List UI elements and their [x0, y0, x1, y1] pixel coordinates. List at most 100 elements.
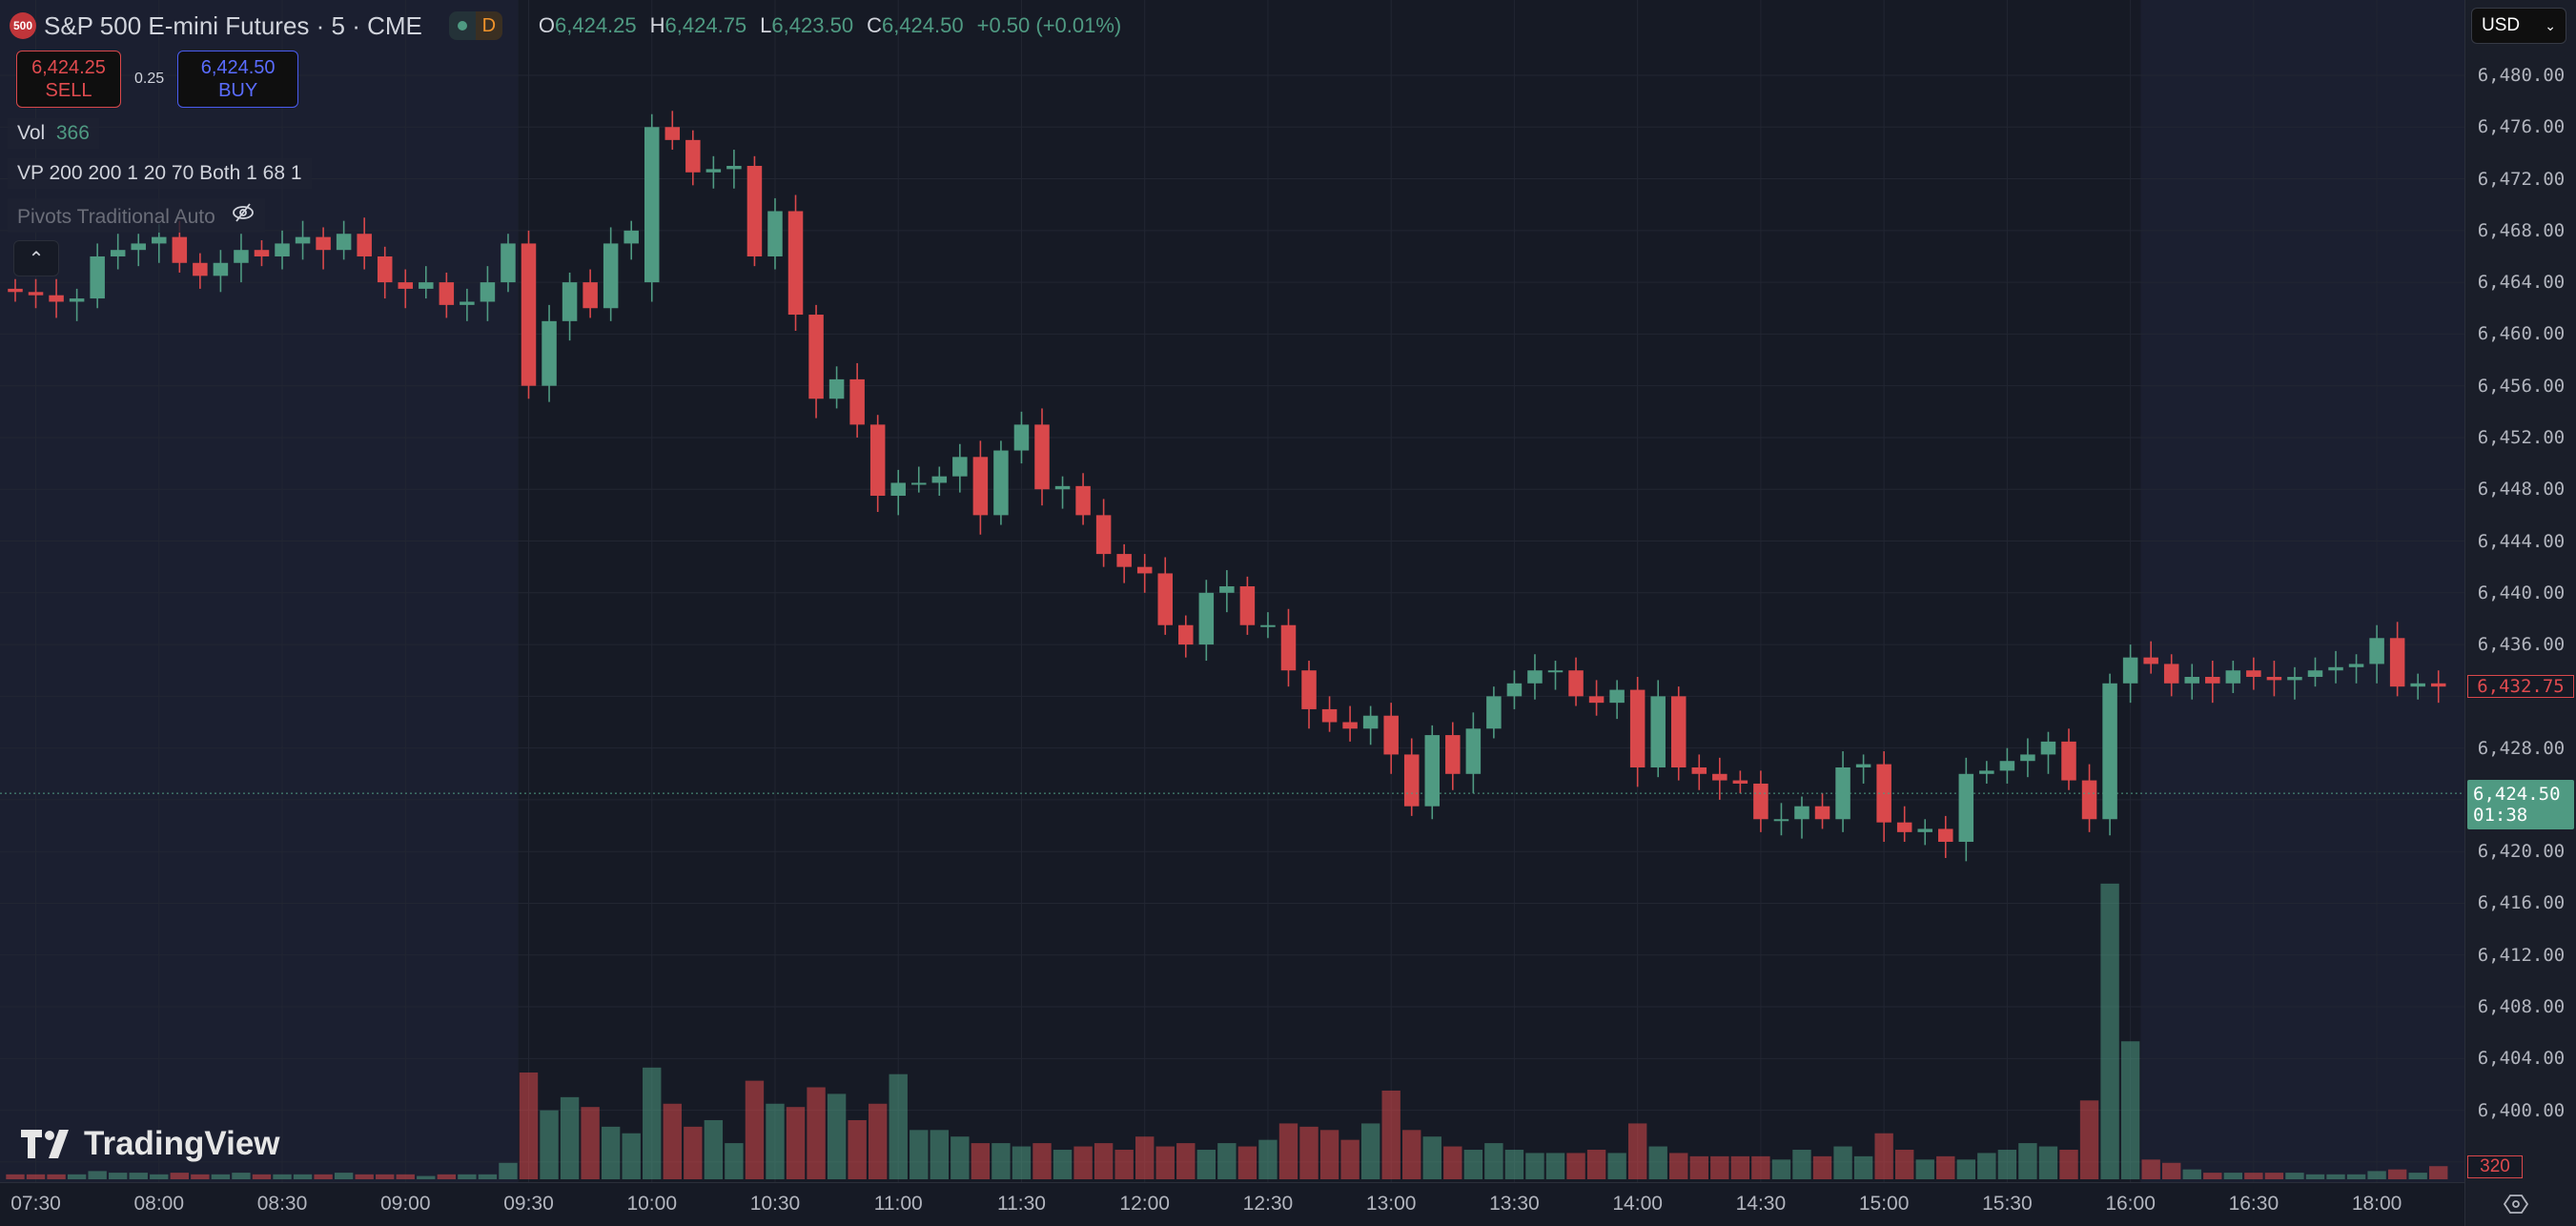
volume-bar [2162, 1162, 2181, 1179]
volume-bar [889, 1073, 908, 1179]
volume-bar [2305, 1174, 2325, 1179]
volume-bar [293, 1174, 313, 1179]
market-status[interactable]: D [448, 11, 502, 40]
volume-bar [396, 1174, 415, 1179]
open-value: 6,424.25 [555, 13, 637, 37]
candle-body [1095, 515, 1112, 555]
high-value: 6,424.75 [664, 13, 747, 37]
price-tick-label: 6,452.00 [2477, 426, 2566, 448]
candle-body [849, 378, 865, 425]
volume-bar [1997, 1149, 2017, 1179]
legend-pivots[interactable]: Pivots Traditional Auto [8, 198, 265, 233]
volume-bar [1012, 1146, 1032, 1179]
candle-body [2266, 677, 2282, 681]
low-value: 6,423.50 [771, 13, 854, 37]
price-tick-label: 6,456.00 [2477, 375, 2566, 397]
candle-body [316, 236, 331, 251]
candle-body [295, 236, 311, 244]
change-value: +0.50 (+0.01%) [976, 13, 1122, 37]
current-price-value: 6,424.50 [2473, 784, 2561, 806]
currency-select[interactable]: USD ⌄ [2471, 8, 2566, 44]
candle-body [1691, 766, 1707, 774]
volume-bar [1792, 1149, 1811, 1179]
time-axis[interactable]: 07:30 08:00 08:30 09:00 09:30 10:00 10:30 11:00… [0, 1182, 2464, 1226]
volume-bar [1607, 1153, 1626, 1179]
volume-bar [2182, 1169, 2201, 1179]
collapse-legend-button[interactable]: ⌃ [13, 240, 59, 276]
volume-bar [1196, 1149, 1216, 1179]
volume-bar [622, 1133, 641, 1179]
legend-volume[interactable]: Vol 366 [8, 118, 99, 149]
time-tick-label: 09:00 [379, 1193, 431, 1215]
price-tick-label: 6,440.00 [2477, 582, 2566, 603]
volume-bar [1669, 1153, 1688, 1179]
candle-body [2143, 657, 2158, 664]
candle-body [1999, 761, 2015, 771]
candle-body [1342, 722, 1358, 729]
candle-body [1362, 715, 1379, 729]
volume-bar [2346, 1174, 2366, 1179]
volume-bar [951, 1136, 970, 1179]
hidden-eye-icon[interactable] [231, 203, 256, 228]
candle-body [972, 457, 989, 516]
volume-bar [2120, 1041, 2140, 1179]
volume-bar [355, 1174, 374, 1179]
high-label: H [649, 13, 665, 37]
candle-body [1075, 485, 1091, 516]
candle-body [1116, 554, 1132, 567]
buy-button[interactable]: 6,424.50 BUY [177, 51, 299, 108]
price-tick-label: 6,476.00 [2477, 116, 2566, 138]
buy-label: BUY [218, 80, 258, 101]
candle-body [1465, 728, 1482, 774]
volume-bar [1833, 1146, 1852, 1179]
candle-body [644, 127, 660, 283]
candle-body [1157, 573, 1173, 625]
candle-body [583, 282, 598, 309]
candle-body [1588, 696, 1605, 704]
sell-button[interactable]: 6,424.25 SELL [16, 51, 121, 108]
price-tick-label: 6,428.00 [2477, 737, 2566, 759]
volume-bar [540, 1110, 559, 1179]
volume-bar [1032, 1143, 1052, 1179]
volume-bar [170, 1173, 190, 1179]
volume-bar [1299, 1126, 1319, 1179]
volume-bar [848, 1119, 867, 1179]
volume-bar [2408, 1173, 2427, 1179]
volume-bar [1812, 1155, 1832, 1179]
volume-bar [910, 1130, 929, 1179]
volume-bar [2285, 1173, 2304, 1179]
volume-bar [232, 1173, 251, 1179]
volume-bar [1771, 1159, 1791, 1179]
candle-body [1136, 566, 1153, 574]
candle-body [398, 282, 414, 289]
price-chart[interactable] [0, 0, 2464, 1182]
volume-bar [191, 1174, 210, 1179]
candle-body [254, 250, 270, 256]
chart-settings-button[interactable] [2503, 1194, 2529, 1220]
candle-body [1219, 586, 1235, 593]
candle-body [931, 476, 948, 483]
candle-body [521, 243, 537, 386]
symbol-title[interactable]: S&P 500 E-mini Futures · 5 · CME [44, 10, 422, 40]
candle-body [2205, 677, 2220, 684]
candle-body [685, 139, 701, 173]
legend-volume-profile[interactable]: VP 200 200 1 20 70 Both 1 68 1 [8, 158, 312, 189]
price-axis[interactable]: 6,480.00 6,476.00 6,472.00 6,468.00 6,464.00… [2464, 0, 2576, 1226]
volume-bar [1977, 1153, 1996, 1179]
candle-body [1609, 689, 1625, 704]
extended-hours-shading [0, 0, 519, 1182]
candle-body [377, 255, 393, 283]
candle-body [2163, 664, 2179, 684]
time-tick-label: 11:00 [873, 1193, 923, 1215]
volume-bar [1956, 1159, 1975, 1179]
low-label: L [760, 13, 772, 37]
tradingview-logo[interactable]: TradingView [21, 1125, 280, 1163]
volume-bar [1915, 1159, 1934, 1179]
volume-bar [1155, 1146, 1175, 1179]
time-tick-label: 16:00 [2105, 1193, 2156, 1215]
volume-bar [88, 1171, 107, 1179]
price-tick-label: 6,412.00 [2477, 944, 2566, 966]
candle-body [2246, 670, 2261, 678]
candle-body [501, 243, 516, 283]
candle-body [1732, 780, 1748, 784]
